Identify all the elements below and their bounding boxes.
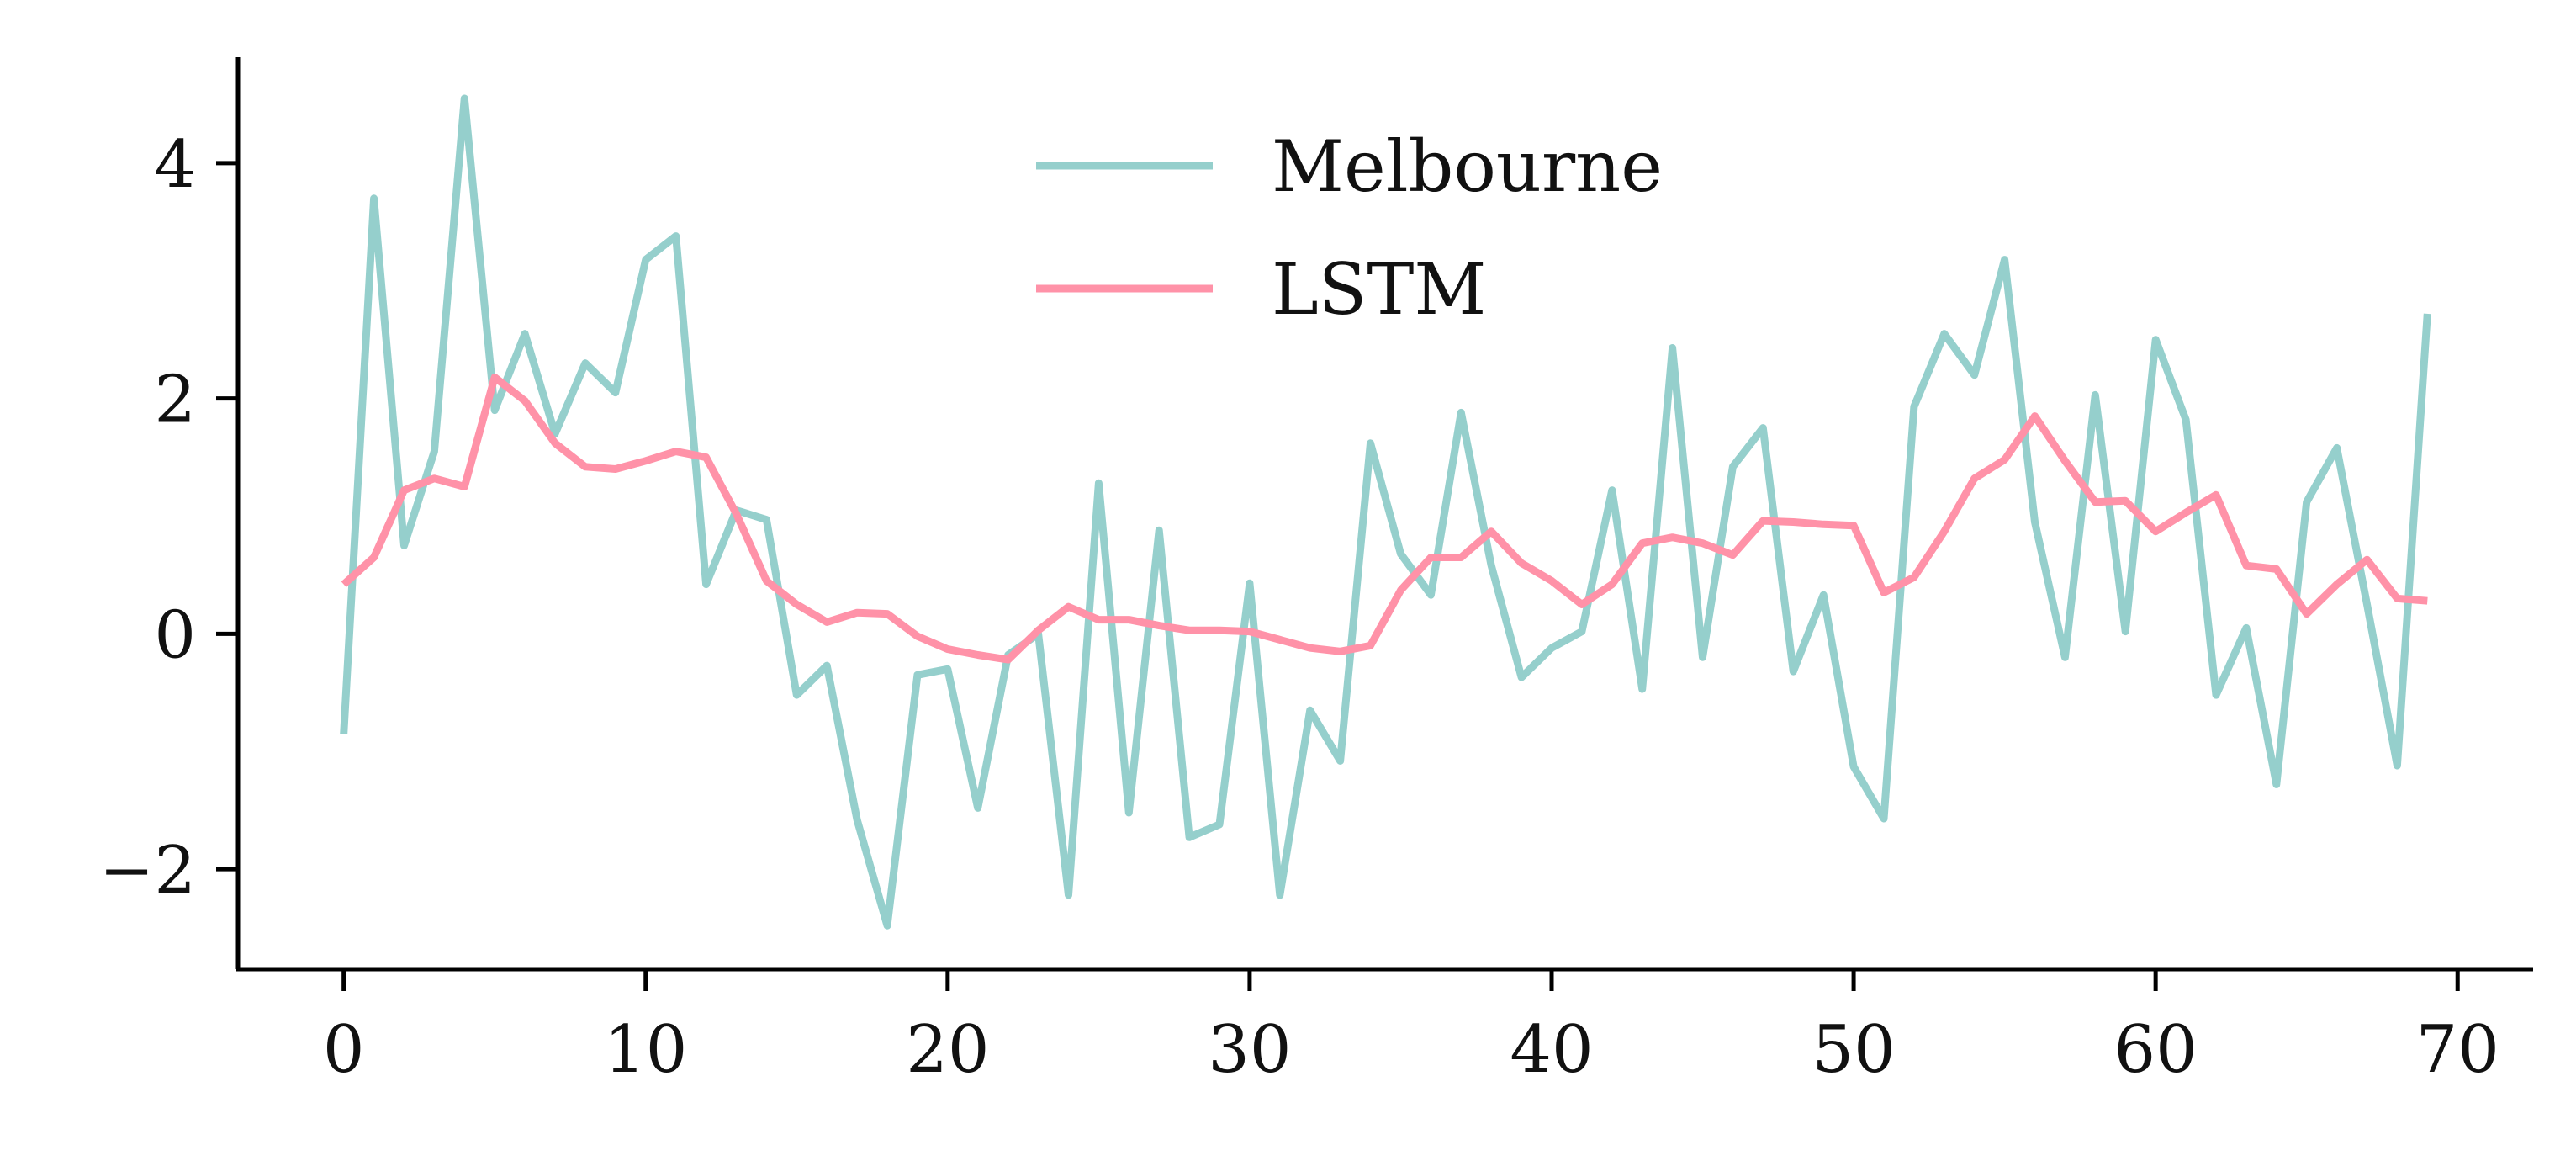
x-ticks: 0 10 20 30 40 50 60 70 xyxy=(323,969,2499,1088)
x-tick-label: 60 xyxy=(2114,1012,2198,1088)
y-tick-label: 4 xyxy=(154,127,196,203)
y-ticks: −2 0 2 4 xyxy=(99,127,238,909)
x-tick-label: 20 xyxy=(906,1012,989,1088)
y-tick-label: 0 xyxy=(154,597,196,673)
axes xyxy=(235,57,2533,972)
x-tick-label: 10 xyxy=(604,1012,687,1088)
y-tick-label: 2 xyxy=(154,363,196,438)
series-line-melbourne xyxy=(340,94,2431,930)
legend: Melbourne LSTM xyxy=(1036,125,1663,331)
legend-label-melbourne: Melbourne xyxy=(1272,125,1663,208)
legend-label-lstm: LSTM xyxy=(1272,248,1486,331)
x-tick-label: 40 xyxy=(1510,1012,1593,1088)
x-tick-label: 0 xyxy=(323,1012,365,1088)
plot-lines xyxy=(340,94,2431,930)
series-line-lstm xyxy=(341,373,2428,664)
y-tick-label: −2 xyxy=(99,833,196,909)
x-tick-label: 30 xyxy=(1208,1012,1291,1088)
x-tick-label: 50 xyxy=(1812,1012,1895,1088)
x-tick-label: 70 xyxy=(2416,1012,2499,1088)
